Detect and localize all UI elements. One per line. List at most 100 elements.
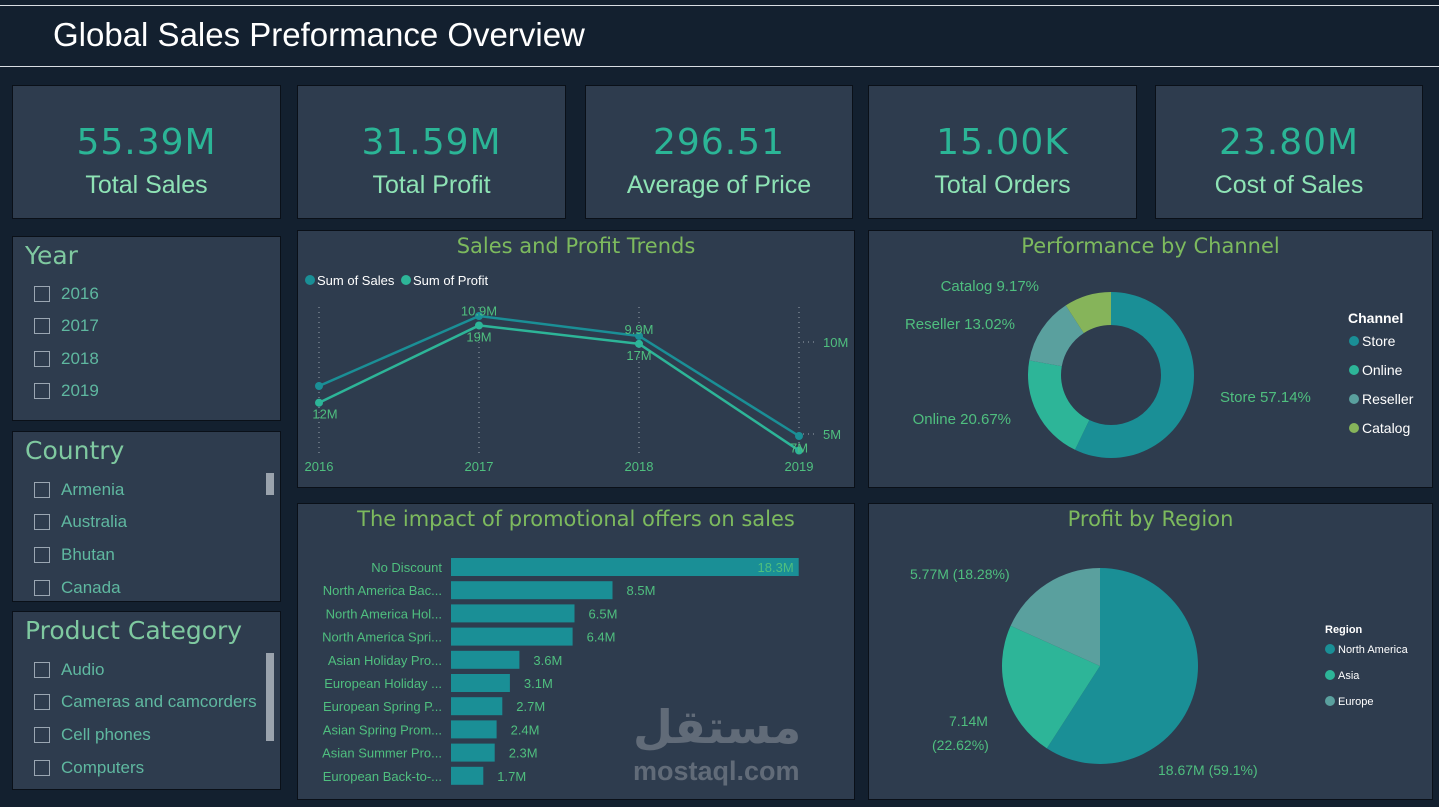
- bar-data-label: 3.1M: [524, 676, 553, 691]
- chart-title: Performance by Channel: [1021, 234, 1280, 258]
- bar-data-label: 3.6M: [533, 653, 562, 668]
- legend-marker: [305, 275, 315, 285]
- region-panel: Profit by Region 18.67M (59.1%) 7.14M (22.…: [868, 503, 1433, 800]
- slicer-item-label: 2016: [61, 284, 99, 303]
- slicer-item[interactable]: 2019: [34, 380, 99, 402]
- slice: [1065, 292, 1111, 334]
- legend-title: Channel: [1348, 310, 1403, 326]
- slicer-item[interactable]: Cameras and camcorders: [34, 691, 257, 713]
- sales-point: [315, 382, 323, 390]
- profit-point: [315, 398, 323, 407]
- slicer-year: Year 2016 2017 2018 2019: [12, 236, 281, 421]
- profit-data-label: 9.9M: [625, 322, 654, 337]
- sales-data-label: 12M: [312, 407, 337, 422]
- checkbox[interactable]: [34, 580, 50, 596]
- slicer-item[interactable]: 2018: [34, 348, 99, 370]
- bar-category-label: North America Spri...: [322, 630, 442, 645]
- checkbox[interactable]: [34, 694, 50, 710]
- bar: [451, 766, 484, 785]
- checkbox[interactable]: [34, 351, 50, 367]
- slicer-item-label: Computers: [61, 758, 145, 777]
- legend-label: Europe: [1338, 696, 1373, 708]
- kpi-label: Average of Price: [626, 171, 812, 199]
- kpi-label: Total Orders: [934, 171, 1071, 199]
- slicer-item-label: 2017: [61, 316, 99, 335]
- x-tick-label: 2017: [465, 459, 494, 474]
- kpi-value: 31.59M: [361, 122, 502, 163]
- slicer-item-label: Cameras and camcorders: [61, 692, 257, 711]
- slicer-item-label: 2018: [61, 349, 99, 368]
- chart-title: The impact of promotional offers on sale…: [357, 507, 795, 531]
- legend-marker: [1325, 670, 1335, 680]
- bar-category-label: European Spring P...: [323, 699, 442, 714]
- slice-label: (22.62%): [932, 737, 989, 753]
- slice-label: 5.77M (18.28%): [910, 566, 1010, 582]
- slice: [1028, 360, 1090, 450]
- slice: [1046, 568, 1198, 764]
- slice: [1029, 305, 1084, 367]
- slicer-item-label: Bhutan: [61, 545, 115, 564]
- legend-label: Catalog: [1362, 420, 1410, 436]
- sales-point: [635, 332, 643, 340]
- slicer-item[interactable]: Audio: [34, 659, 104, 681]
- bar-data-label: 6.4M: [587, 630, 616, 645]
- checkbox[interactable]: [34, 547, 50, 563]
- bar: [451, 650, 520, 669]
- pie-chart: 18.67M (59.1%) 7.14M (22.62%) 5.77M (18.28%…: [910, 566, 1409, 778]
- slice: [1075, 292, 1194, 458]
- x-tick-label: 2019: [785, 459, 814, 474]
- slice-label: Store 57.14%: [1220, 389, 1311, 406]
- scrollbar[interactable]: [266, 473, 274, 495]
- slice: [1010, 568, 1100, 666]
- legend-marker: [1349, 423, 1359, 433]
- checkbox[interactable]: [34, 318, 50, 334]
- kpi-label: Total Sales: [85, 171, 208, 199]
- slicer-item[interactable]: Australia: [34, 511, 127, 533]
- slicer-item[interactable]: Canada: [34, 577, 121, 599]
- kpi-value: 55.39M: [76, 122, 217, 163]
- slicer-country: Country Armenia Australia Bhutan Canada: [12, 431, 281, 602]
- checkbox[interactable]: [34, 727, 50, 743]
- slice-label: Reseller 13.02%: [905, 316, 1015, 333]
- checkbox[interactable]: [34, 514, 50, 530]
- header-bottom-line: [0, 66, 1439, 67]
- bar: [451, 627, 573, 646]
- kpi-label: Cost of Sales: [1214, 171, 1364, 199]
- slicer-item[interactable]: 2016: [34, 283, 99, 305]
- slice-label: Catalog 9.17%: [941, 278, 1039, 295]
- kpi-value: 23.80M: [1218, 122, 1360, 163]
- sales-point: [795, 432, 803, 440]
- line-chart: Sum of Sales Sum of Profit 2016 2017 2018 201…: [305, 273, 849, 474]
- bar-category-label: Asian Holiday Pro...: [328, 653, 442, 668]
- chart-title: Sales and Profit Trends: [456, 234, 696, 258]
- chart-title: Profit by Region: [1067, 507, 1234, 531]
- slicer-title: Year: [25, 241, 78, 270]
- x-tick-label: 2018: [625, 459, 654, 474]
- checkbox[interactable]: [34, 662, 50, 678]
- slice: [1002, 625, 1100, 749]
- kpi-card: 31.59M Total Profit: [297, 85, 566, 219]
- checkbox[interactable]: [34, 286, 50, 302]
- y-tick-label: 10M: [823, 335, 848, 350]
- kpi-value: 15.00K: [936, 122, 1069, 163]
- slicer-item[interactable]: Cell phones: [34, 724, 151, 746]
- sales-data-label: 19M: [466, 329, 491, 344]
- bar-category-label: Asian Summer Pro...: [322, 746, 442, 761]
- profit-point: [635, 339, 643, 348]
- slicer-item[interactable]: Bhutan: [34, 544, 115, 566]
- slicer-item[interactable]: 2017: [34, 315, 99, 337]
- checkbox[interactable]: [34, 482, 50, 498]
- slice-label: 18.67M (59.1%): [1158, 762, 1258, 778]
- bar: [451, 720, 497, 739]
- slicer-item[interactable]: Computers: [34, 757, 144, 779]
- checkbox[interactable]: [34, 760, 50, 776]
- scrollbar[interactable]: [266, 653, 274, 741]
- bar: [451, 697, 503, 716]
- checkbox[interactable]: [34, 383, 50, 399]
- bar: [451, 604, 575, 623]
- slice-label: Online 20.67%: [913, 411, 1011, 428]
- slicer-item[interactable]: Armenia: [34, 479, 124, 501]
- kpi-label: Total Profit: [372, 171, 491, 199]
- kpi-card: 55.39M Total Sales: [12, 85, 281, 219]
- sales-profit-trends-panel: Sales and Profit Trends Sum of Sales Sum …: [297, 230, 855, 488]
